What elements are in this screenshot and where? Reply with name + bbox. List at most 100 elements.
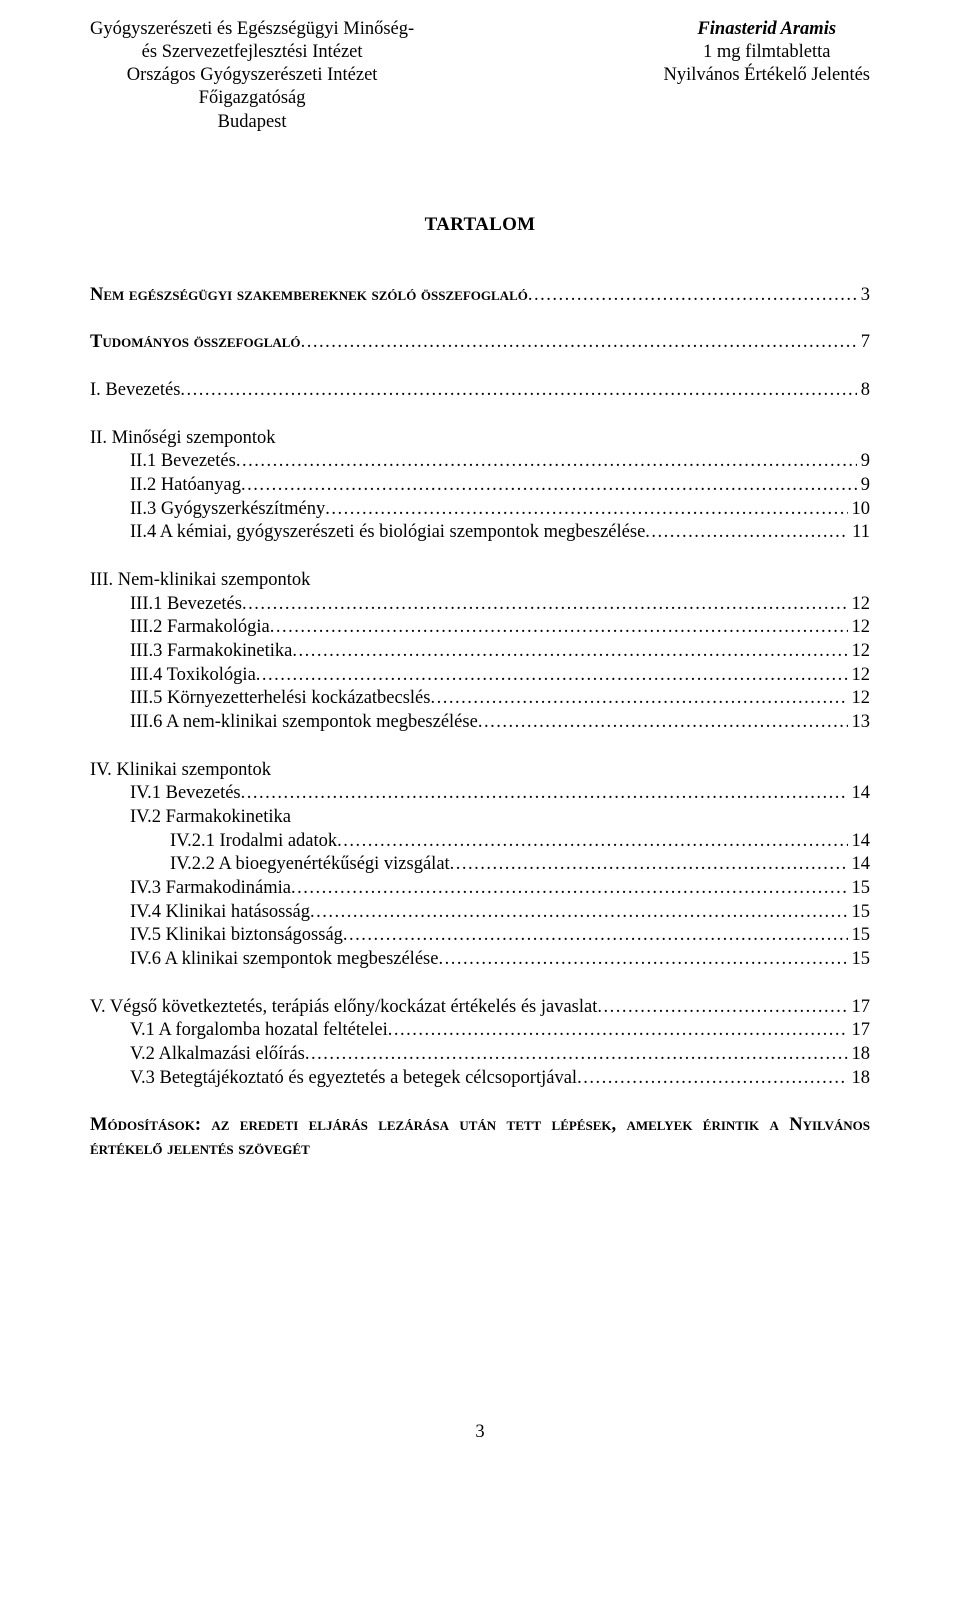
toc-label: IV.6 A klinikai szempontok megbeszélése [130,948,438,972]
toc-gap [90,735,870,759]
toc-leader [325,498,847,522]
toc-label: III. Nem-klinikai szempontok [90,569,310,593]
toc-entry: II. Minőségi szempontok [90,427,870,451]
toc-label: III.4 Toxikológia [130,664,256,688]
toc-leader [645,521,848,545]
toc-entry: Tudományos összefoglaló 7 [90,331,870,355]
toc-leader [337,830,847,854]
header-right-line: 1 mg filmtabletta [663,41,870,64]
toc-label: V.2 Alkalmazási előírás [130,1043,305,1067]
toc-leader [236,450,857,474]
toc-entry: V. Végső következtetés, terápiás előny/k… [90,996,870,1020]
toc-label: I. Bevezetés [90,379,180,403]
toc-label: III.5 Környezetterhelési kockázatbecslés [130,687,430,711]
toc-page: 18 [848,1067,871,1091]
toc-leader [388,1019,848,1043]
toc-entry: V.3 Betegtájékoztató és egyeztetés a bet… [90,1067,870,1091]
toc-leader [310,901,847,925]
toc-leader [242,593,848,617]
toc-entry: IV.1 Bevezetés 14 [90,782,870,806]
toc-leader [528,284,857,308]
toc-gap [90,545,870,569]
toc-entry: V.2 Alkalmazási előírás18 [90,1043,870,1067]
toc-entry: IV.2.2 A bioegyenértékűségi vizsgálat14 [90,853,870,877]
toc-gap [90,403,870,427]
toc-label: II.3 Gyógyszerkészítmény [130,498,325,522]
toc-label: IV.1 Bevezetés [130,782,241,806]
toc-label: V. Végső következtetés, terápiás előny/k… [90,996,597,1020]
toc-leader [430,687,847,711]
toc-leader [301,331,857,355]
header-left-line: Gyógyszerészeti és Egészségügyi Minőség- [90,18,414,41]
toc-label: IV.2.1 Irodalmi adatok [170,830,337,854]
page-header: Gyógyszerészeti és Egészségügyi Minőség-… [90,18,870,134]
footer-note: Módosítások: az eredeti eljárás lezárása… [90,1114,870,1161]
toc-page: 17 [848,996,871,1020]
toc-entry: IV.5 Klinikai biztonságosság 15 [90,924,870,948]
toc-leader [180,379,856,403]
toc-leader [577,1067,847,1091]
toc-page: 14 [848,782,871,806]
toc-page: 12 [848,687,871,711]
toc-page: 3 [857,284,870,308]
toc-label: III.1 Bevezetés [130,593,242,617]
toc-entry: III.2 Farmakológia12 [90,616,870,640]
toc-entry: IV.2 Farmakokinetika [90,806,870,830]
table-of-contents: Nem egészségügyi szakembereknek szóló ös… [90,284,870,1091]
toc-page: 11 [848,521,870,545]
toc-page: 7 [857,331,870,355]
toc-label: IV.2 Farmakokinetika [130,806,291,830]
toc-entry: III.3 Farmakokinetika12 [90,640,870,664]
toc-page: 15 [848,948,871,972]
toc-entry: II.3 Gyógyszerkészítmény10 [90,498,870,522]
toc-leader [270,616,848,640]
toc-entry: III. Nem-klinikai szempontok [90,569,870,593]
toc-leader [343,924,848,948]
toc-entry: III.5 Környezetterhelési kockázatbecslés… [90,687,870,711]
toc-page: 15 [848,901,871,925]
toc-page: 12 [848,593,871,617]
toc-entry: IV.2.1 Irodalmi adatok 14 [90,830,870,854]
toc-leader [450,853,848,877]
toc-leader [438,948,847,972]
toc-page: 15 [848,924,871,948]
toc-label: II.4 A kémiai, gyógyszerészeti és biológ… [130,521,645,545]
toc-gap [90,355,870,379]
toc-label: V.1 A forgalomba hozatal feltételei [130,1019,388,1043]
toc-entry: V.1 A forgalomba hozatal feltételei 17 [90,1019,870,1043]
toc-leader [256,664,848,688]
toc-leader [241,782,848,806]
toc-label: III.3 Farmakokinetika [130,640,292,664]
page-number: 3 [90,1422,870,1443]
toc-entry: IV.4 Klinikai hatásosság 15 [90,901,870,925]
toc-page: 13 [848,711,871,735]
header-left-line: Budapest [90,111,414,134]
toc-label: IV. Klinikai szempontok [90,759,271,783]
footer-note-text: Módosítások: az eredeti eljárás lezárása… [90,1115,870,1159]
toc-label: III.2 Farmakológia [130,616,270,640]
toc-gap [90,972,870,996]
toc-entry: IV.6 A klinikai szempontok megbeszélése 1… [90,948,870,972]
header-left-line: Országos Gyógyszerészeti Intézet [90,64,414,87]
toc-label: III.6 A nem-klinikai szempontok megbeszé… [130,711,478,735]
toc-label: IV.4 Klinikai hatásosság [130,901,310,925]
toc-label: II. Minőségi szempontok [90,427,276,451]
toc-label: II.2 Hatóanyag [130,474,241,498]
toc-label: II.1 Bevezetés [130,450,236,474]
header-left: Gyógyszerészeti és Egészségügyi Minőség-… [90,18,414,134]
toc-label: IV.5 Klinikai biztonságosság [130,924,343,948]
toc-page: 17 [848,1019,871,1043]
toc-page: 14 [848,830,871,854]
toc-entry: III.4 Toxikológia 12 [90,664,870,688]
toc-page: 12 [848,664,871,688]
toc-leader [305,1043,848,1067]
toc-entry: II.2 Hatóanyag 9 [90,474,870,498]
toc-entry: Nem egészségügyi szakembereknek szóló ös… [90,284,870,308]
toc-page: 14 [848,853,871,877]
toc-label: IV.3 Farmakodinámia [130,877,291,901]
toc-page: 9 [857,474,870,498]
toc-leader [241,474,857,498]
toc-entry: III.6 A nem-klinikai szempontok megbeszé… [90,711,870,735]
document-title: TARTALOM [90,214,870,236]
toc-label: Tudományos összefoglaló [90,331,301,355]
